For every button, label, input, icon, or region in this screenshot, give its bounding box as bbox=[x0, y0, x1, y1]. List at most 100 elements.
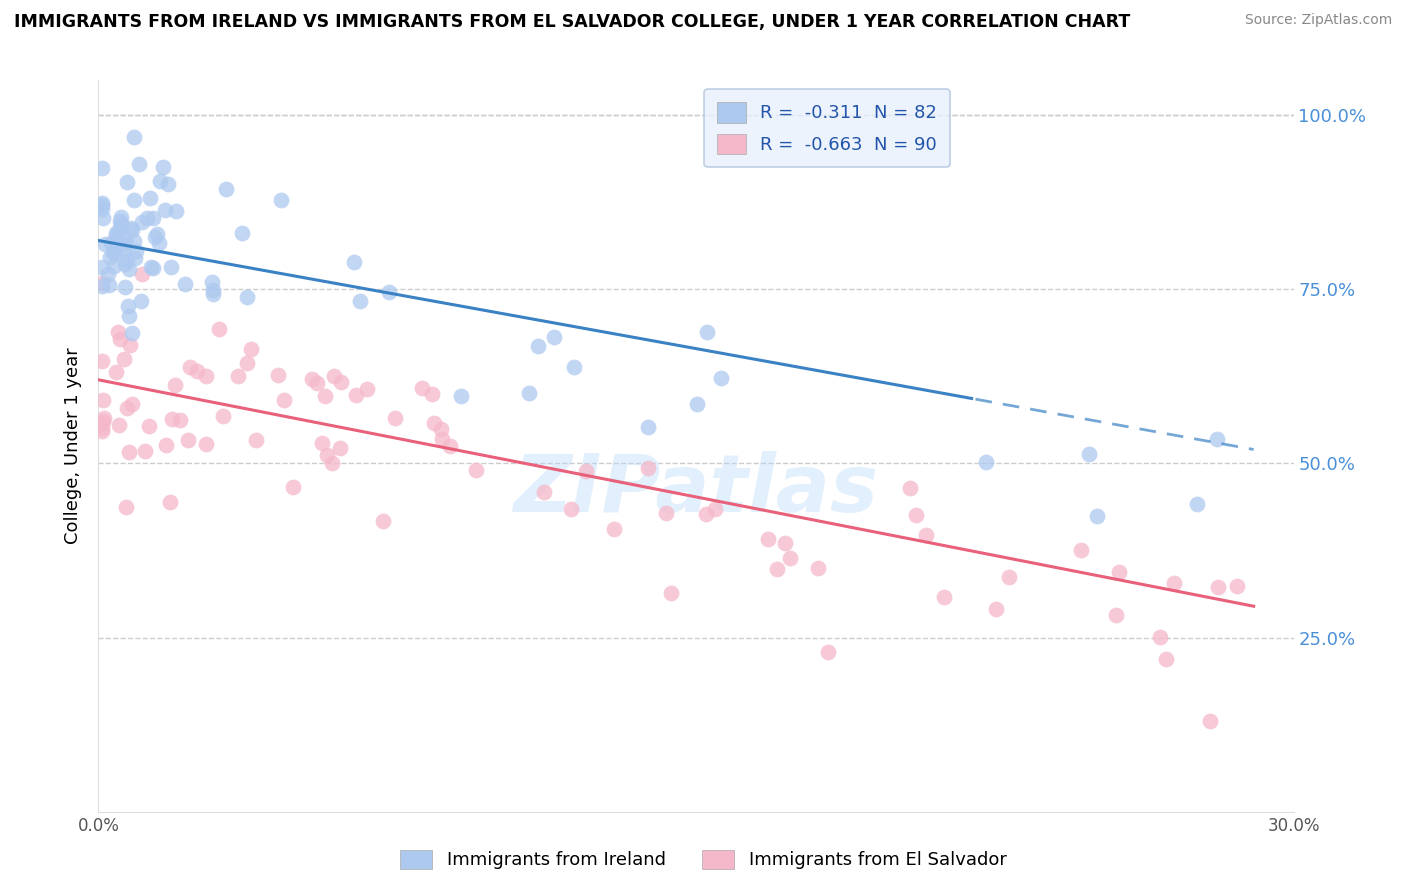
Point bbox=[142, 211, 165, 226]
Point bbox=[373, 515, 395, 529]
Point bbox=[986, 601, 1008, 615]
Point bbox=[103, 245, 125, 260]
Point bbox=[105, 229, 128, 244]
Point bbox=[121, 397, 143, 411]
Point bbox=[121, 223, 143, 237]
Point bbox=[153, 203, 176, 218]
Legend: Immigrants from Ireland, Immigrants from El Salvador: Immigrants from Ireland, Immigrants from… bbox=[391, 841, 1015, 879]
Point bbox=[93, 410, 115, 425]
Point bbox=[91, 279, 114, 293]
Point bbox=[146, 227, 169, 241]
Point bbox=[1085, 509, 1108, 524]
Point bbox=[1105, 608, 1128, 623]
Point bbox=[91, 211, 114, 225]
Point bbox=[266, 368, 288, 382]
Point bbox=[281, 480, 304, 494]
Point bbox=[177, 434, 200, 448]
Point bbox=[117, 262, 139, 277]
Point bbox=[94, 237, 117, 252]
Point bbox=[152, 160, 174, 174]
Point bbox=[411, 381, 433, 395]
Point bbox=[108, 222, 131, 236]
Point bbox=[654, 507, 676, 521]
Point bbox=[91, 260, 114, 274]
Point bbox=[898, 481, 921, 495]
Point bbox=[194, 437, 217, 451]
Point bbox=[314, 389, 336, 403]
Point bbox=[349, 294, 371, 309]
Point bbox=[1149, 630, 1171, 644]
Point bbox=[915, 528, 938, 542]
Point bbox=[125, 244, 148, 258]
Text: Source: ZipAtlas.com: Source: ZipAtlas.com bbox=[1244, 13, 1392, 28]
Point bbox=[1206, 432, 1229, 446]
Point bbox=[131, 215, 153, 229]
Point bbox=[115, 500, 138, 515]
Point bbox=[165, 204, 187, 219]
Point bbox=[97, 267, 120, 281]
Point bbox=[465, 463, 488, 477]
Point bbox=[112, 237, 135, 252]
Point bbox=[114, 257, 136, 271]
Point bbox=[384, 411, 406, 425]
Point bbox=[105, 365, 128, 379]
Point bbox=[1185, 497, 1208, 511]
Text: ZIPatlas: ZIPatlas bbox=[513, 450, 879, 529]
Point bbox=[637, 420, 659, 434]
Point bbox=[107, 418, 129, 433]
Point bbox=[195, 368, 218, 383]
Point bbox=[91, 414, 114, 428]
Point bbox=[159, 260, 181, 275]
Point bbox=[1154, 651, 1177, 665]
Point bbox=[560, 502, 582, 516]
Point bbox=[110, 219, 132, 233]
Point bbox=[603, 522, 626, 536]
Point bbox=[110, 218, 132, 232]
Point bbox=[430, 422, 453, 436]
Point bbox=[231, 227, 253, 241]
Point bbox=[122, 234, 145, 248]
Point bbox=[1078, 447, 1101, 461]
Point bbox=[343, 255, 366, 269]
Point bbox=[159, 495, 181, 509]
Point bbox=[112, 242, 135, 256]
Point bbox=[91, 417, 114, 431]
Point bbox=[124, 251, 146, 265]
Point bbox=[135, 211, 157, 226]
Point bbox=[817, 645, 839, 659]
Point bbox=[91, 421, 114, 435]
Point bbox=[212, 409, 235, 423]
Point bbox=[773, 536, 796, 550]
Point bbox=[998, 570, 1021, 584]
Point bbox=[91, 202, 114, 216]
Point bbox=[695, 507, 717, 521]
Point bbox=[179, 360, 201, 375]
Point bbox=[202, 287, 225, 301]
Point bbox=[420, 387, 443, 401]
Point bbox=[169, 413, 191, 427]
Point bbox=[659, 586, 682, 600]
Point bbox=[807, 561, 830, 575]
Point bbox=[236, 356, 259, 370]
Point bbox=[149, 174, 172, 188]
Point bbox=[245, 433, 267, 447]
Point bbox=[155, 438, 177, 452]
Point bbox=[108, 213, 131, 227]
Point bbox=[160, 411, 183, 425]
Point bbox=[117, 299, 139, 313]
Y-axis label: College, Under 1 year: College, Under 1 year bbox=[65, 348, 83, 544]
Point bbox=[450, 388, 472, 402]
Point bbox=[356, 382, 378, 396]
Point bbox=[110, 210, 132, 224]
Point bbox=[91, 276, 114, 290]
Point bbox=[240, 342, 263, 356]
Point bbox=[134, 444, 156, 458]
Point bbox=[118, 310, 141, 324]
Point bbox=[562, 359, 585, 374]
Point bbox=[142, 261, 165, 276]
Point bbox=[91, 425, 114, 439]
Point bbox=[301, 372, 323, 386]
Point bbox=[131, 267, 153, 281]
Point bbox=[138, 191, 160, 205]
Point bbox=[186, 364, 208, 378]
